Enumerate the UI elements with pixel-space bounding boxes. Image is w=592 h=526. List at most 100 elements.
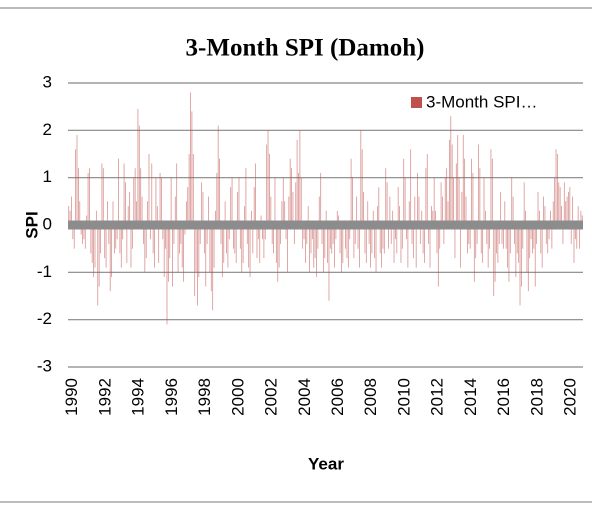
bar	[386, 182, 388, 225]
bar	[390, 225, 392, 244]
bar	[443, 225, 445, 244]
bar	[75, 149, 77, 225]
bar	[288, 196, 290, 225]
bar	[453, 177, 454, 225]
bar	[295, 182, 297, 225]
bar	[158, 225, 160, 263]
bar	[161, 177, 162, 225]
bar	[493, 225, 495, 296]
bar	[131, 225, 133, 249]
bar	[526, 225, 528, 273]
bar	[223, 225, 225, 263]
bar	[316, 225, 317, 278]
bar	[284, 201, 286, 225]
bar	[447, 201, 449, 225]
bar	[515, 225, 517, 278]
bar	[188, 154, 190, 225]
bar	[424, 225, 425, 263]
bar	[480, 225, 482, 254]
bar	[255, 163, 257, 225]
bar	[251, 210, 252, 225]
bar	[314, 225, 316, 259]
bar	[203, 225, 205, 254]
bar	[112, 201, 114, 225]
bar	[345, 225, 346, 249]
bar	[108, 225, 110, 244]
bar	[72, 225, 74, 240]
bar	[305, 225, 306, 263]
bar	[464, 158, 466, 225]
bar	[500, 191, 502, 225]
bar	[436, 225, 438, 254]
bar	[300, 177, 302, 225]
bar	[554, 177, 556, 225]
bar	[414, 196, 416, 225]
bar	[252, 225, 254, 254]
x-tick-label: 1994	[129, 378, 148, 416]
bar	[572, 196, 574, 225]
y-tick-label: 0	[43, 214, 52, 233]
bar	[541, 225, 543, 268]
bar	[339, 225, 341, 254]
bar	[307, 206, 309, 225]
bar	[444, 177, 446, 225]
bar	[576, 225, 578, 249]
bar	[537, 191, 539, 225]
bar	[311, 225, 313, 240]
bar	[540, 225, 542, 254]
bar	[187, 187, 189, 225]
bar	[235, 225, 237, 263]
bar	[519, 225, 521, 306]
bar	[174, 196, 176, 225]
bar	[257, 225, 259, 240]
bar	[309, 225, 310, 273]
bar	[143, 225, 144, 244]
bar	[94, 225, 96, 268]
bar	[507, 225, 508, 268]
bar	[581, 215, 583, 225]
bar	[357, 225, 359, 249]
bar	[113, 225, 115, 254]
bar	[219, 158, 221, 225]
bar	[509, 225, 511, 254]
bar	[282, 177, 284, 225]
bar	[400, 225, 402, 263]
bar	[573, 225, 575, 263]
bar	[165, 225, 167, 249]
bar	[440, 182, 442, 225]
bar	[559, 187, 561, 225]
bar	[341, 225, 342, 273]
bar	[141, 196, 143, 225]
bar	[471, 158, 472, 225]
bar	[137, 109, 139, 225]
bar	[490, 149, 492, 225]
bar	[532, 225, 533, 254]
bar	[383, 225, 385, 254]
bar	[253, 187, 255, 225]
bar	[468, 225, 470, 244]
bar	[529, 225, 531, 259]
bar	[536, 225, 538, 244]
bar	[79, 201, 81, 225]
bar	[365, 225, 367, 263]
x-tick-label: 2008	[361, 378, 380, 416]
bar	[525, 210, 526, 225]
bar	[432, 210, 434, 225]
bar	[179, 225, 180, 254]
bar	[120, 225, 122, 268]
bar	[356, 196, 358, 225]
bar	[418, 196, 420, 225]
bar	[360, 130, 362, 225]
bar	[263, 225, 265, 259]
bar	[118, 158, 119, 225]
bar	[162, 225, 164, 240]
bar	[494, 225, 496, 282]
bar	[527, 225, 529, 292]
bar	[130, 225, 132, 268]
bar	[192, 154, 194, 225]
bar	[335, 225, 337, 240]
bar	[354, 225, 356, 244]
bar	[220, 225, 222, 244]
bar	[221, 225, 223, 278]
bar	[487, 225, 489, 268]
